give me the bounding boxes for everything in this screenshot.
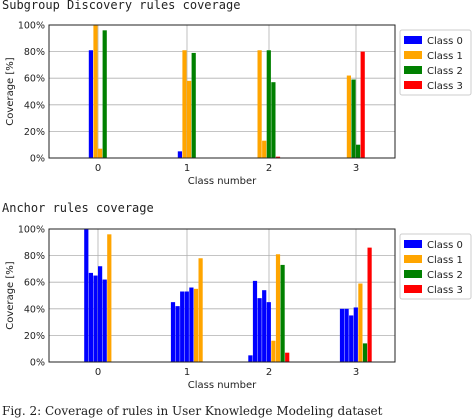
legend-label: Class 3 [427,81,463,92]
bar-class-3 [275,156,281,158]
y-tick-label: 20% [24,331,45,342]
bar-class-0 [180,291,185,362]
bar-class-0 [353,307,358,362]
bar-class-1 [262,140,267,158]
legend-box [399,29,472,96]
bar-class-0 [339,308,345,362]
legend-swatch [404,81,422,89]
chart-1-title: Subgroup Discovery rules coverage [2,0,241,12]
bar-class-1 [193,288,199,362]
x-tick-label: 1 [184,163,190,174]
bar-class-1 [93,25,98,158]
legend-label: Class 3 [427,285,463,296]
bar-class-0 [175,306,180,362]
x-axis-label: Class number [188,380,257,391]
bar-class-1 [358,283,363,362]
y-tick-label: 20% [24,127,45,138]
bar-class-0 [248,355,253,362]
bar-class-1 [98,148,103,158]
bar-class-0 [189,287,194,362]
bar-class-0 [262,290,267,362]
x-axis-label: Class number [188,176,257,187]
x-tick-label: 2 [266,367,272,378]
bar-class-2 [102,30,107,158]
x-tick-label: 3 [353,367,359,378]
legend-swatch [404,240,422,248]
x-tick-label: 0 [95,367,101,378]
bar-class-0 [84,229,89,362]
chart-2-title: Anchor rules coverage [2,201,154,215]
bar-class-0 [93,275,98,362]
legend-label: Class 2 [427,66,463,77]
bar-class-0 [177,151,182,158]
legend-swatch [404,51,422,59]
y-tick-label: 60% [24,74,45,85]
legend-label: Class 1 [427,255,463,266]
bar-class-1 [271,340,276,362]
legend-label: Class 2 [427,270,463,281]
bar-class-0 [88,50,93,158]
bar-class-0 [344,308,349,362]
bar-class-0 [102,279,107,362]
bar-class-2 [356,144,361,158]
legend-swatch [404,255,422,263]
bar-class-1 [198,258,203,362]
legend-swatch [404,36,422,44]
bar-class-0 [257,298,262,362]
bar-class-2 [362,343,368,362]
bar-class-0 [266,302,271,362]
bar-class-2 [280,264,285,362]
y-axis-label: Coverage [%] [5,57,16,125]
bar-class-3 [367,247,372,362]
bar-class-1 [182,50,187,158]
bar-class-0 [98,266,103,362]
bar-class-1 [275,254,281,362]
legend-label: Class 1 [427,51,463,62]
bar-class-0 [252,280,258,362]
bar-class-2 [351,79,356,158]
legend-label: Class 0 [427,36,463,47]
legend-label: Class 0 [427,240,463,251]
bar-class-3 [285,352,290,362]
legend-box [399,233,472,300]
x-tick-label: 2 [266,163,272,174]
bar-class-2 [191,52,196,158]
chart-1: 0% 20% 40% 60% 80% 100% 0 1 2 3 Class number Covera… [5,21,472,187]
figure-caption: Fig. 2: Coverage of rules in User Knowle… [2,404,383,418]
y-tick-label: 0% [30,358,45,369]
legend-swatch [404,285,422,293]
plot-frame [48,24,396,159]
x-tick-label: 3 [353,163,359,174]
y-tick-label: 0% [30,154,45,165]
bar-class-2 [271,82,276,158]
bar-class-0 [184,291,189,362]
y-axis-label: Coverage [%] [5,261,16,329]
bar-class-2 [266,50,271,158]
y-tick-label: 100% [18,225,45,236]
bar-class-1 [257,50,262,158]
bar-class-0 [170,302,176,362]
y-tick-label: 80% [24,47,45,58]
bar-class-0 [349,315,354,362]
x-tick-label: 0 [95,163,101,174]
legend-swatch [404,270,422,278]
x-tick-label: 1 [184,367,190,378]
legend-swatch [404,66,422,74]
bar-class-1 [346,75,351,158]
chart-2: 0% 20% 40% 60% 80% 100% 0 1 2 3 Class number Covera… [5,225,472,391]
bar-class-0 [88,272,93,362]
plot-frame [48,228,396,363]
bar-class-1 [187,80,192,158]
y-tick-label: 40% [24,100,45,111]
y-tick-label: 60% [24,278,45,289]
y-tick-label: 100% [18,21,45,32]
bar-class-3 [360,51,365,158]
y-tick-label: 80% [24,251,45,262]
y-tick-label: 40% [24,304,45,315]
bar-class-1 [107,234,112,362]
